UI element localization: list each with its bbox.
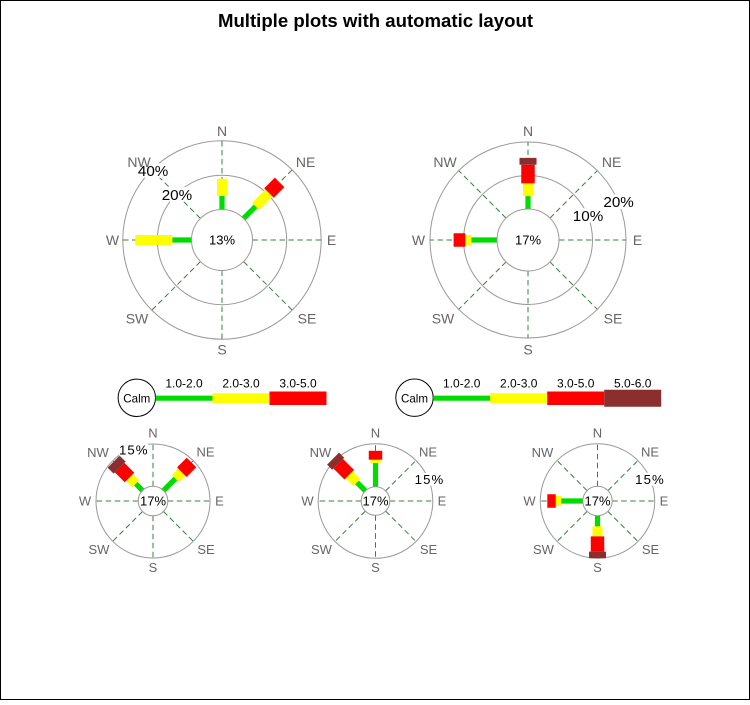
svg-text:N: N (523, 123, 533, 139)
svg-text:SE: SE (604, 310, 623, 326)
svg-text:15%: 15% (119, 443, 149, 458)
svg-text:W: W (106, 232, 120, 248)
svg-text:NE: NE (296, 154, 315, 170)
svg-text:Multiple plots with automatic: Multiple plots with automatic layout (218, 10, 533, 31)
svg-text:E: E (327, 232, 336, 248)
svg-text:Calm: Calm (123, 392, 150, 405)
svg-text:S: S (217, 341, 226, 357)
svg-text:N: N (593, 426, 602, 441)
svg-text:3.0-5.0: 3.0-5.0 (279, 377, 317, 391)
svg-text:20%: 20% (162, 187, 192, 204)
svg-text:N: N (217, 123, 227, 139)
svg-text:20%: 20% (603, 194, 633, 211)
svg-text:NW: NW (310, 445, 332, 460)
svg-text:NW: NW (433, 154, 457, 170)
svg-text:17%: 17% (584, 494, 610, 509)
svg-text:Calm: Calm (401, 392, 428, 405)
svg-text:E: E (633, 232, 642, 248)
svg-text:N: N (371, 426, 380, 441)
svg-text:SE: SE (197, 542, 215, 557)
svg-text:W: W (79, 494, 92, 509)
svg-text:SW: SW (533, 542, 555, 557)
svg-text:W: W (523, 494, 536, 509)
svg-text:E: E (660, 494, 669, 509)
svg-text:NW: NW (127, 154, 151, 170)
svg-text:1.0-2.0: 1.0-2.0 (165, 377, 203, 391)
svg-text:W: W (412, 232, 426, 248)
svg-text:NE: NE (419, 445, 437, 460)
svg-text:NW: NW (87, 445, 109, 460)
svg-text:10%: 10% (573, 208, 603, 225)
svg-text:S: S (523, 341, 532, 357)
svg-text:SW: SW (311, 542, 333, 557)
svg-text:NE: NE (641, 445, 659, 460)
svg-text:17%: 17% (362, 494, 388, 509)
svg-text:17%: 17% (140, 494, 166, 509)
svg-text:2.0-3.0: 2.0-3.0 (500, 377, 538, 391)
svg-text:1.0-2.0: 1.0-2.0 (443, 377, 481, 391)
svg-text:NE: NE (196, 445, 214, 460)
svg-text:17%: 17% (515, 233, 541, 248)
svg-text:SE: SE (420, 542, 438, 557)
svg-text:15%: 15% (635, 472, 665, 487)
svg-text:SW: SW (432, 310, 455, 326)
svg-text:N: N (148, 426, 157, 441)
svg-text:15%: 15% (415, 472, 445, 487)
svg-text:NE: NE (602, 154, 621, 170)
svg-text:3.0-5.0: 3.0-5.0 (557, 377, 595, 391)
svg-text:40%: 40% (138, 163, 168, 180)
svg-text:S: S (593, 560, 602, 575)
svg-text:SW: SW (126, 310, 149, 326)
svg-text:E: E (438, 494, 447, 509)
svg-text:13%: 13% (209, 233, 235, 248)
svg-text:W: W (301, 494, 314, 509)
svg-text:2.0-3.0: 2.0-3.0 (222, 377, 260, 391)
svg-text:E: E (215, 494, 224, 509)
svg-text:SW: SW (89, 542, 111, 557)
svg-text:SE: SE (298, 310, 317, 326)
svg-text:S: S (371, 560, 380, 575)
svg-text:NW: NW (532, 445, 554, 460)
svg-text:S: S (149, 560, 158, 575)
svg-text:SE: SE (642, 542, 660, 557)
svg-text:5.0-6.0: 5.0-6.0 (614, 377, 652, 391)
